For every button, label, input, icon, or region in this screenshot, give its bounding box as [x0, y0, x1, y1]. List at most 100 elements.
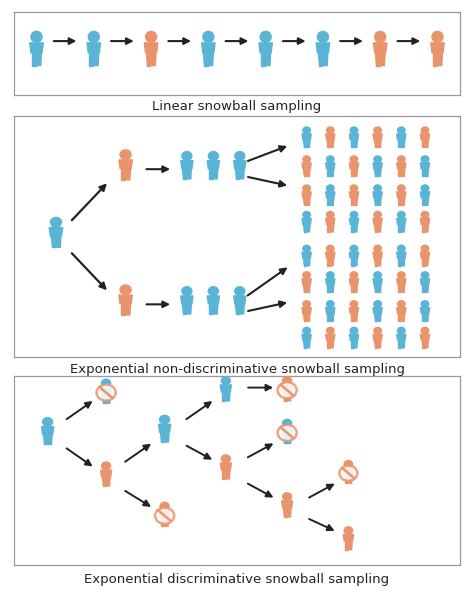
Circle shape	[160, 415, 170, 424]
Text: Linear snowball sampling: Linear snowball sampling	[152, 100, 322, 114]
Polygon shape	[307, 258, 310, 266]
Polygon shape	[235, 304, 239, 314]
Polygon shape	[327, 258, 330, 266]
Polygon shape	[327, 313, 330, 321]
Circle shape	[350, 301, 358, 307]
Polygon shape	[422, 169, 425, 177]
Polygon shape	[343, 468, 354, 475]
Circle shape	[88, 31, 99, 42]
Polygon shape	[326, 218, 335, 224]
Polygon shape	[222, 470, 225, 479]
Circle shape	[398, 245, 405, 252]
Polygon shape	[240, 169, 244, 179]
Polygon shape	[378, 285, 381, 292]
Circle shape	[221, 455, 230, 463]
Circle shape	[120, 285, 131, 295]
Circle shape	[327, 156, 334, 163]
Circle shape	[398, 327, 405, 334]
Circle shape	[350, 211, 358, 218]
Circle shape	[374, 327, 382, 334]
Circle shape	[421, 211, 428, 218]
Circle shape	[327, 127, 334, 134]
Polygon shape	[422, 140, 425, 147]
Polygon shape	[187, 304, 191, 314]
Polygon shape	[89, 53, 93, 65]
Polygon shape	[373, 252, 382, 258]
Polygon shape	[425, 258, 428, 266]
Polygon shape	[288, 508, 291, 517]
Polygon shape	[402, 198, 405, 205]
Polygon shape	[425, 198, 428, 205]
Polygon shape	[398, 140, 401, 147]
Polygon shape	[181, 296, 193, 304]
Polygon shape	[282, 428, 292, 434]
Polygon shape	[331, 169, 334, 177]
Polygon shape	[331, 313, 334, 321]
Polygon shape	[326, 334, 335, 340]
Polygon shape	[425, 224, 428, 232]
Circle shape	[101, 462, 110, 470]
Circle shape	[339, 466, 357, 481]
Polygon shape	[48, 434, 52, 444]
Polygon shape	[326, 192, 335, 198]
Polygon shape	[318, 53, 322, 65]
Text: Exponential discriminative snowball sampling: Exponential discriminative snowball samp…	[84, 573, 390, 586]
Circle shape	[155, 508, 174, 524]
Polygon shape	[402, 169, 405, 177]
Polygon shape	[351, 198, 354, 205]
Polygon shape	[307, 169, 310, 177]
Polygon shape	[374, 140, 377, 147]
Polygon shape	[331, 224, 334, 232]
Polygon shape	[87, 43, 100, 53]
Polygon shape	[351, 340, 354, 348]
Circle shape	[101, 379, 110, 387]
Polygon shape	[373, 279, 382, 285]
Polygon shape	[398, 340, 401, 348]
Polygon shape	[56, 236, 61, 247]
Circle shape	[398, 301, 405, 307]
Polygon shape	[43, 434, 47, 444]
Polygon shape	[349, 163, 358, 169]
Polygon shape	[331, 285, 334, 292]
Circle shape	[350, 272, 358, 279]
Circle shape	[421, 272, 428, 279]
Circle shape	[278, 425, 297, 441]
Polygon shape	[42, 426, 54, 434]
Polygon shape	[397, 308, 406, 313]
Polygon shape	[402, 285, 405, 292]
Text: Exponential non-discriminative snowball sampling: Exponential non-discriminative snowball …	[70, 363, 404, 376]
Polygon shape	[398, 198, 401, 205]
Circle shape	[327, 245, 334, 252]
Polygon shape	[420, 279, 429, 285]
Polygon shape	[288, 392, 291, 401]
Polygon shape	[331, 140, 334, 147]
Circle shape	[350, 327, 358, 334]
Polygon shape	[303, 313, 306, 321]
Polygon shape	[107, 394, 110, 403]
Polygon shape	[349, 475, 352, 483]
Polygon shape	[203, 53, 208, 65]
Polygon shape	[438, 53, 442, 65]
Polygon shape	[234, 161, 246, 169]
Circle shape	[374, 156, 382, 163]
Circle shape	[350, 127, 358, 134]
Polygon shape	[327, 140, 330, 147]
Circle shape	[398, 127, 405, 134]
Polygon shape	[420, 218, 429, 224]
Polygon shape	[374, 169, 377, 177]
Circle shape	[398, 272, 405, 279]
Polygon shape	[49, 227, 63, 236]
Circle shape	[120, 150, 131, 159]
Circle shape	[182, 152, 192, 160]
Polygon shape	[378, 140, 381, 147]
Polygon shape	[374, 258, 377, 266]
Polygon shape	[259, 43, 273, 53]
Polygon shape	[373, 192, 382, 198]
Polygon shape	[378, 169, 381, 177]
Polygon shape	[398, 313, 401, 321]
Polygon shape	[159, 510, 170, 518]
Polygon shape	[209, 53, 213, 65]
Polygon shape	[165, 432, 169, 442]
Polygon shape	[37, 53, 41, 65]
Circle shape	[303, 185, 310, 191]
